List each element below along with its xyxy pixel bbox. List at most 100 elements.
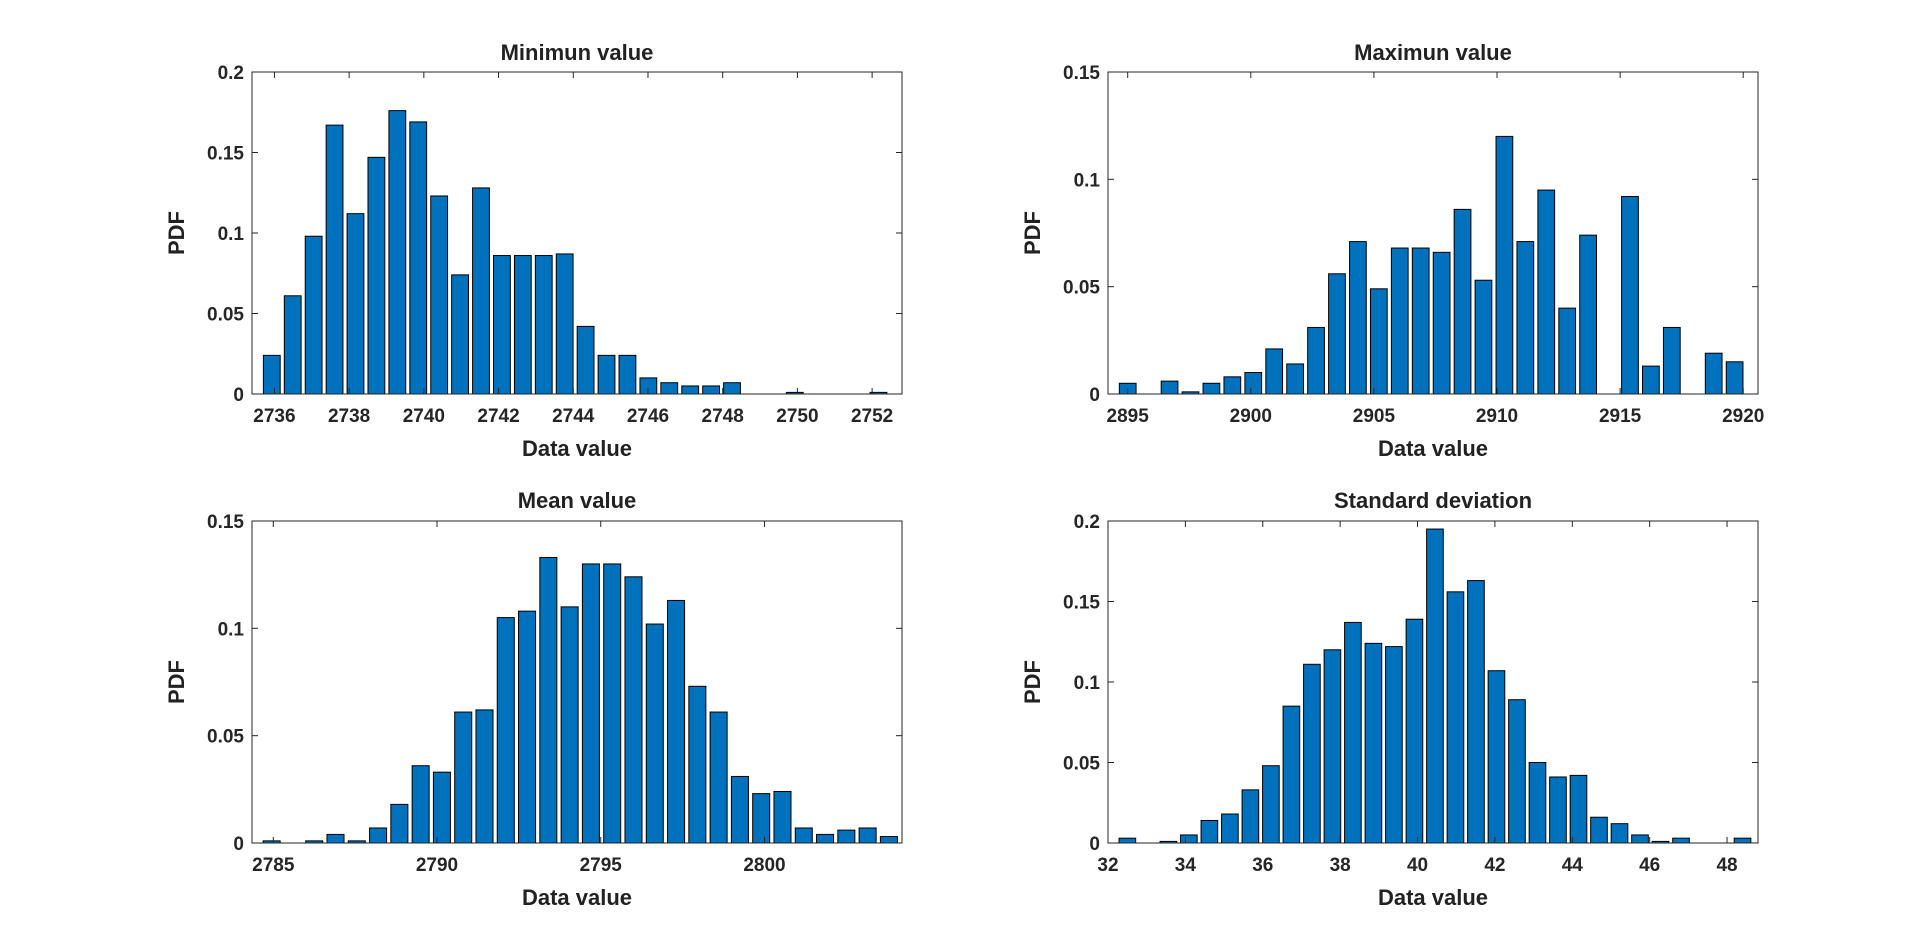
bar	[534, 255, 553, 395]
panel-minimum-value: Minimun value Data value PDF 2736 2738 274…	[164, 40, 903, 461]
bar	[1344, 621, 1362, 844]
x-tick-label: 2738	[328, 406, 370, 427]
bar	[1307, 326, 1325, 395]
y-tick-label: 0.15	[1063, 593, 1100, 614]
bar	[454, 711, 473, 844]
x-axis-label: Data value	[1378, 885, 1488, 910]
y-axis-label: PDF	[1020, 660, 1045, 704]
y-tick-label: 0.15	[1063, 63, 1100, 84]
bar	[1474, 279, 1493, 395]
bar	[367, 156, 386, 395]
bar	[430, 195, 449, 395]
y-tick-label: 0.05	[207, 305, 244, 326]
bar	[1579, 234, 1597, 395]
x-tick-label: 2790	[416, 855, 458, 876]
bar	[1610, 823, 1629, 844]
bar	[1516, 241, 1535, 395]
bar	[1328, 273, 1346, 395]
bar	[1537, 189, 1556, 395]
y-tick-label: 0	[233, 834, 244, 855]
bar	[1244, 372, 1263, 395]
bar	[1221, 813, 1239, 844]
bar	[723, 382, 741, 395]
bar	[681, 385, 700, 395]
bar	[581, 563, 600, 844]
bar	[560, 606, 579, 844]
bar	[1446, 591, 1465, 844]
bar	[1202, 382, 1221, 395]
bar	[1303, 663, 1321, 844]
bar	[879, 836, 898, 844]
bar	[1405, 618, 1424, 844]
bar	[325, 124, 344, 395]
x-tick-label: 2785	[252, 855, 295, 876]
bar	[1467, 580, 1485, 844]
panel-maximum-value: Maximun value Data value PDF 2895 2900 290…	[1020, 40, 1764, 461]
bar	[1241, 789, 1260, 844]
bar	[1160, 380, 1179, 395]
bar	[1508, 699, 1526, 844]
bar	[1426, 528, 1444, 844]
bar	[752, 793, 771, 844]
x-tick-label: 2736	[253, 406, 295, 427]
x-tick-label: 2748	[702, 406, 744, 427]
bar	[1118, 837, 1137, 844]
x-tick-label: 48	[1716, 855, 1737, 876]
bar	[1487, 670, 1506, 844]
bar	[1495, 135, 1514, 395]
bar	[411, 765, 430, 844]
bar	[1558, 307, 1577, 395]
x-tick-label: 2746	[627, 406, 669, 427]
x-tick-label: 40	[1407, 855, 1428, 876]
x-tick-label: 2740	[403, 406, 445, 427]
bar	[475, 709, 494, 844]
bar	[1200, 819, 1219, 844]
panel-mean-value: Mean value Data value PDF 2785 2790 2795 28…	[164, 488, 903, 910]
bar	[816, 833, 835, 844]
bar	[555, 253, 574, 395]
chart-title: Standard deviation	[1334, 488, 1532, 513]
x-tick-label: 2752	[851, 406, 893, 427]
bar	[493, 255, 511, 395]
bar	[1432, 251, 1451, 395]
bar	[667, 599, 686, 844]
chart-title: Maximun value	[1354, 40, 1512, 65]
bar	[1180, 834, 1198, 844]
x-axis-label: Data value	[522, 436, 632, 461]
bar	[496, 617, 515, 844]
bar	[409, 121, 428, 395]
bar	[1528, 762, 1547, 844]
y-axis-label: PDF	[164, 211, 189, 255]
bar	[432, 771, 451, 844]
x-tick-label: 2750	[776, 406, 818, 427]
x-tick-label: 34	[1175, 855, 1197, 876]
x-axis-label: Data value	[522, 885, 632, 910]
bar	[1323, 649, 1342, 844]
bar	[304, 235, 323, 395]
y-tick-label: 0.1	[218, 224, 245, 245]
bar	[858, 827, 877, 844]
bar	[1262, 765, 1280, 844]
chart-title: Minimun value	[501, 40, 654, 65]
bar	[837, 829, 856, 844]
bar	[1631, 834, 1649, 844]
y-axis-label: PDF	[164, 660, 189, 704]
bar	[346, 213, 365, 395]
y-tick-label: 0	[1089, 834, 1100, 855]
bar	[451, 274, 469, 395]
bar	[1621, 196, 1639, 395]
bar	[1349, 241, 1367, 395]
y-tick-label: 0.15	[207, 512, 244, 533]
y-tick-label: 0.2	[1074, 512, 1100, 533]
bar	[773, 790, 792, 844]
bar	[388, 110, 407, 395]
bar	[1385, 646, 1403, 844]
bar	[660, 382, 679, 395]
bar	[1704, 352, 1723, 395]
y-tick-label: 0.05	[1063, 278, 1100, 299]
x-tick-label: 2910	[1476, 406, 1518, 427]
bar	[1223, 376, 1242, 395]
bar	[1286, 363, 1304, 395]
x-tick-label: 2895	[1107, 406, 1150, 427]
bar	[513, 255, 532, 395]
